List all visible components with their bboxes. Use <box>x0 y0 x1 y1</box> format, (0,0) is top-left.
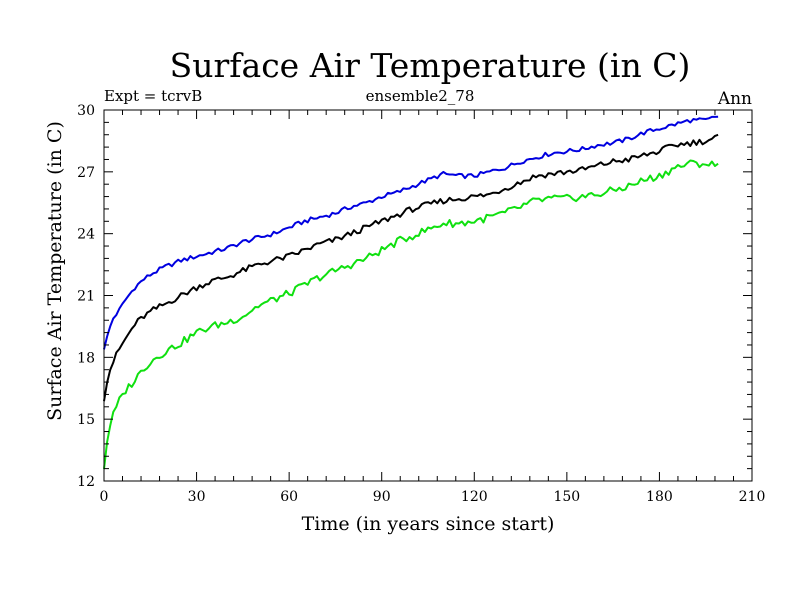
axis-layer: 0 30 60 90 120 150 180 210 12 15 18 21 24 27 30 <box>77 103 765 505</box>
x-tick-label: 120 <box>461 489 488 505</box>
y-tick-label: 24 <box>77 227 95 243</box>
series-line-upper <box>103 115 719 350</box>
x-tick-label: 180 <box>646 489 673 505</box>
x-tick-label: 30 <box>188 489 206 505</box>
y-tick-label: 21 <box>77 289 95 305</box>
ensemble-label: ensemble2_78 <box>366 87 475 105</box>
experiment-label: Expt = tcrvB <box>104 87 202 105</box>
x-tick-label: 60 <box>280 489 298 505</box>
x-tick-label: 90 <box>373 489 391 505</box>
plot-layer <box>103 115 719 470</box>
y-tick-label: 27 <box>77 165 95 181</box>
x-axis-label: Time (in years since start) <box>302 513 555 535</box>
x-tick-label: 0 <box>100 489 109 505</box>
y-tick-label: 15 <box>77 412 95 428</box>
plot-frame <box>103 109 753 482</box>
chart-title: Surface Air Temperature (in C) <box>170 46 691 85</box>
y-tick-label: 18 <box>77 350 95 366</box>
period-label: Ann <box>717 89 752 109</box>
x-tick-label: 210 <box>739 489 766 505</box>
series-line-middle <box>103 133 719 402</box>
series-line-lower <box>103 159 719 470</box>
x-tick-label: 150 <box>553 489 580 505</box>
y-tick-label: 30 <box>77 103 95 119</box>
y-tick-label: 12 <box>77 474 95 490</box>
y-axis-label: Surface Air Temperature (in C) <box>44 121 66 421</box>
